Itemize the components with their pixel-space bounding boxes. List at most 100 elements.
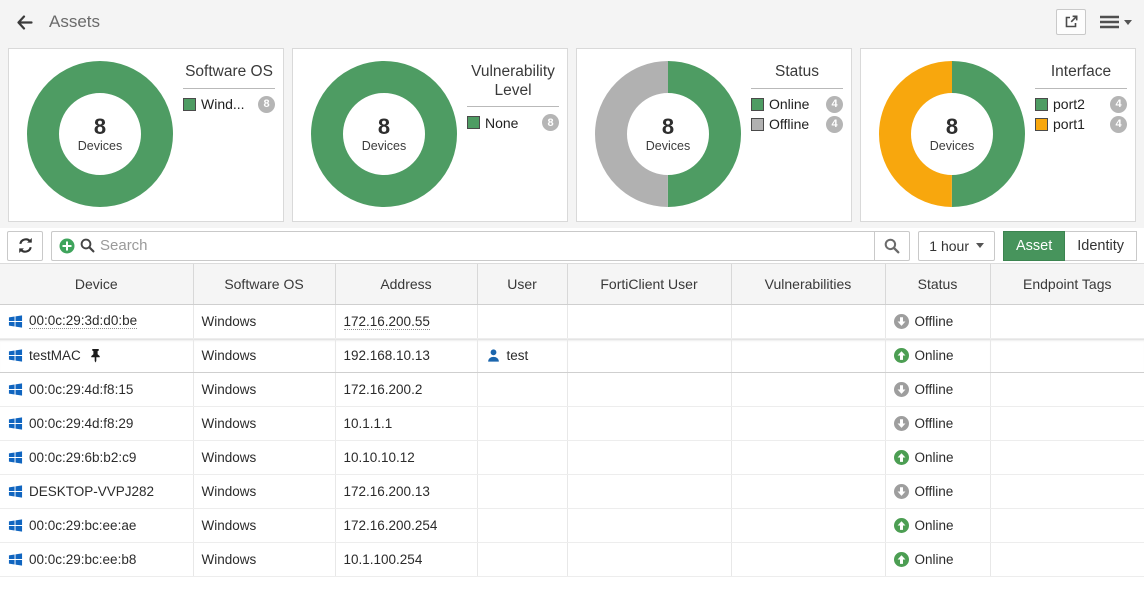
donut-chart[interactable]: 8 Devices bbox=[593, 59, 743, 209]
legend-swatch bbox=[1035, 97, 1048, 111]
legend-label: Online bbox=[769, 96, 810, 113]
forticlient-user-cell bbox=[567, 406, 732, 441]
status-online-icon bbox=[893, 551, 909, 567]
legend-count-badge: 8 bbox=[258, 95, 275, 113]
device-name[interactable]: DESKTOP-VVPJ282 bbox=[29, 483, 155, 499]
legend-label: port1 bbox=[1053, 116, 1085, 133]
legend-swatch bbox=[1035, 117, 1048, 131]
device-cell: testMAC bbox=[0, 337, 194, 373]
column-header-endpoint-tags[interactable]: Endpoint Tags bbox=[990, 264, 1144, 305]
chart-card-vulnerability-level: 8 Devices Vulnerability Level None 8 bbox=[292, 48, 568, 222]
legend-item[interactable]: Offline 4 bbox=[751, 115, 843, 133]
status-text: Online bbox=[914, 347, 954, 363]
endpoint-tags-cell bbox=[990, 406, 1144, 441]
forticlient-user-cell bbox=[567, 440, 732, 475]
table-toolbar: 1 hour Asset Identity bbox=[0, 228, 1144, 264]
endpoint-tags-cell bbox=[990, 440, 1144, 475]
device-name[interactable]: 00:0c:29:3d:d0:be bbox=[29, 313, 138, 329]
table-header-row: Device Software OS Address User FortiClient … bbox=[0, 264, 1144, 305]
legend-label: Offline bbox=[769, 116, 810, 133]
status-cell: Online bbox=[885, 542, 991, 577]
device-name[interactable]: 00:0c:29:4d:f8:29 bbox=[29, 415, 134, 431]
legend-swatch bbox=[183, 97, 196, 111]
column-header-address[interactable]: Address bbox=[335, 264, 478, 305]
status-text: Online bbox=[914, 517, 954, 533]
search-submit-button[interactable] bbox=[874, 230, 911, 261]
legend-item[interactable]: Wind... 8 bbox=[183, 95, 275, 113]
open-in-new-window-button[interactable] bbox=[1056, 9, 1086, 35]
column-header-device[interactable]: Device bbox=[0, 264, 194, 305]
device-name[interactable]: 00:0c:29:6b:b2:c9 bbox=[29, 449, 137, 465]
time-range-label: 1 hour bbox=[929, 237, 969, 254]
table-row[interactable]: 00:0c:29:3d:d0:be Windows 172.16.200.55 O… bbox=[0, 304, 1144, 339]
menu-button[interactable] bbox=[1100, 15, 1132, 29]
legend-item[interactable]: None 8 bbox=[467, 114, 559, 132]
ip-address: 172.16.200.55 bbox=[343, 313, 430, 330]
legend-item[interactable]: port1 4 bbox=[1035, 115, 1127, 133]
tab-identity[interactable]: Identity bbox=[1065, 230, 1137, 261]
vulnerabilities-cell bbox=[731, 542, 886, 577]
device-cell: 00:0c:29:3d:d0:be bbox=[0, 304, 194, 339]
tab-identity-label: Identity bbox=[1077, 237, 1124, 254]
search-bar bbox=[51, 230, 911, 261]
column-header-status[interactable]: Status bbox=[885, 264, 991, 305]
hamburger-icon bbox=[1100, 15, 1119, 29]
column-header-forticlient-user[interactable]: FortiClient User bbox=[567, 264, 732, 305]
back-button[interactable] bbox=[12, 11, 37, 34]
device-name[interactable]: 00:0c:29:bc:ee:b8 bbox=[29, 551, 137, 567]
ip-address: 10.10.10.12 bbox=[343, 449, 415, 465]
column-header-user[interactable]: User bbox=[477, 264, 568, 305]
chevron-down-icon bbox=[975, 243, 984, 248]
device-cell: 00:0c:29:bc:ee:ae bbox=[0, 508, 194, 543]
title-divider bbox=[1035, 87, 1127, 89]
windows-icon bbox=[8, 416, 23, 431]
status-cell: Offline bbox=[885, 406, 991, 441]
user-name: test bbox=[506, 347, 529, 363]
legend-item[interactable]: Online 4 bbox=[751, 95, 843, 113]
donut-chart[interactable]: 8 Devices bbox=[877, 59, 1027, 209]
legend-item[interactable]: port2 4 bbox=[1035, 95, 1127, 113]
forticlient-user-cell bbox=[567, 474, 732, 509]
tab-asset[interactable]: Asset bbox=[1002, 230, 1066, 261]
search-input[interactable] bbox=[51, 230, 875, 261]
device-name[interactable]: 00:0c:29:bc:ee:ae bbox=[29, 517, 137, 533]
device-name[interactable]: 00:0c:29:4d:f8:15 bbox=[29, 381, 134, 397]
device-name[interactable]: testMAC bbox=[29, 347, 81, 363]
table-row[interactable]: 00:0c:29:6b:b2:c9 Windows 10.10.10.12 Onl… bbox=[0, 440, 1144, 475]
time-range-dropdown[interactable]: 1 hour bbox=[918, 230, 995, 261]
table-row[interactable]: testMAC Windows 192.168.10.13 test Online bbox=[0, 337, 1144, 373]
refresh-icon bbox=[17, 237, 34, 254]
chart-card-software-os: 8 Devices Software OS Wind... 8 bbox=[8, 48, 284, 222]
windows-icon bbox=[8, 348, 23, 363]
legend-label: Wind... bbox=[201, 96, 245, 113]
windows-icon bbox=[8, 552, 23, 567]
donut-chart[interactable]: 8 Devices bbox=[309, 59, 459, 209]
legend-count-badge: 4 bbox=[826, 115, 843, 133]
table-row[interactable]: 00:0c:29:4d:f8:29 Windows 10.1.1.1 Offlin… bbox=[0, 406, 1144, 441]
legend-count-badge: 8 bbox=[542, 114, 559, 132]
status-offline-icon bbox=[893, 483, 909, 499]
device-cell: 00:0c:29:4d:f8:15 bbox=[0, 372, 194, 407]
endpoint-tags-cell bbox=[990, 372, 1144, 407]
refresh-button[interactable] bbox=[7, 230, 43, 261]
donut-chart[interactable]: 8 Devices bbox=[25, 59, 175, 209]
forticlient-user-cell bbox=[567, 304, 732, 339]
table-row[interactable]: 00:0c:29:bc:ee:ae Windows 172.16.200.254 … bbox=[0, 508, 1144, 543]
status-cell: Offline bbox=[885, 474, 991, 509]
endpoint-tags-cell bbox=[990, 542, 1144, 577]
status-text: Online bbox=[914, 551, 954, 567]
vulnerabilities-cell bbox=[731, 440, 886, 475]
table-row[interactable]: 00:0c:29:bc:ee:b8 Windows 10.1.100.254 On… bbox=[0, 542, 1144, 577]
chevron-down-icon bbox=[1124, 19, 1132, 25]
table-row[interactable]: DESKTOP-VVPJ282 Windows 172.16.200.13 Off… bbox=[0, 474, 1144, 509]
column-header-software-os[interactable]: Software OS bbox=[193, 264, 336, 305]
software-os-cell: Windows bbox=[193, 474, 336, 509]
column-header-vulnerabilities[interactable]: Vulnerabilities bbox=[731, 264, 886, 305]
back-arrow-icon bbox=[16, 14, 33, 30]
table-row[interactable]: 00:0c:29:4d:f8:15 Windows 172.16.200.2 Of… bbox=[0, 372, 1144, 407]
chart-legend: Status Online 4 Offline 4 bbox=[751, 57, 843, 213]
software-os-cell: Windows bbox=[193, 542, 336, 577]
software-os-cell: Windows bbox=[193, 337, 336, 373]
user-icon bbox=[486, 348, 501, 363]
device-cell: 00:0c:29:6b:b2:c9 bbox=[0, 440, 194, 475]
